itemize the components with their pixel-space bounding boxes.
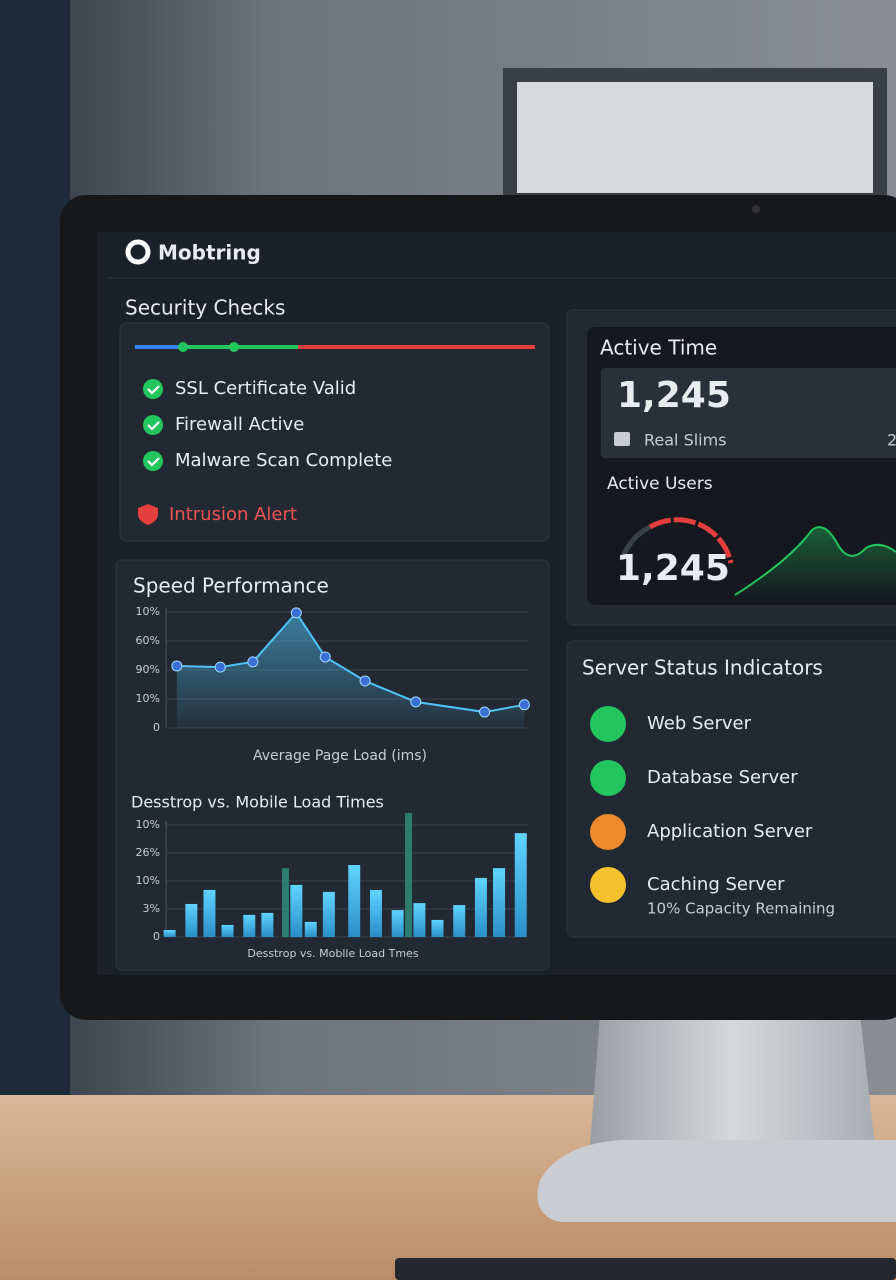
bar [185,903,198,937]
brand-name: Mobtring [158,241,261,265]
speed-panel [115,559,550,971]
status-dot [590,706,626,742]
metric-icon [614,432,630,446]
status-dot [590,760,626,796]
active-time-box [601,368,896,458]
metric-value: 1,245 [616,548,730,589]
sparkline [734,526,896,596]
point [214,661,226,673]
keyboard [395,1258,896,1280]
stand [590,1015,875,1145]
bar [431,919,444,937]
bar [493,868,506,937]
point [171,660,183,672]
gauge-arc [648,517,734,564]
y-tick-label: 26% [136,846,160,859]
bar [413,903,426,937]
chart-caption: Average Page Load (ims) [253,748,427,764]
bar [453,905,466,937]
background-dark [0,0,70,1100]
progress-dot [229,342,239,352]
server-name: Database Server [647,767,798,788]
bar [281,868,289,937]
panel-title: Security Checks [125,296,285,320]
line-area [176,612,525,728]
bar [221,924,234,937]
point [247,656,259,668]
status-dot [590,814,626,850]
panel-title: Server Status Indicators [582,656,823,680]
check-list: SSL Certificate Valid Firewall Active Malw… [143,378,392,471]
y-tick-label: 10% [136,818,160,831]
point [319,651,331,663]
check-mark [147,457,160,467]
bar [405,812,413,937]
bar [514,833,527,937]
alert-icon [138,504,158,525]
y-tick-label: 0 [153,721,160,734]
check-text: Malware Scan Complete [175,450,392,471]
server-name: Caching Server [647,874,785,895]
y-tick-label: 3% [143,902,160,915]
bar [474,877,487,937]
y-tick-label: 0 [153,930,160,943]
point [410,696,422,708]
chart-title: Desstrop vs. Mobile Load Times [131,793,384,812]
check-text: Firewall Active [175,414,304,435]
stand-base [537,1140,896,1222]
progress-dot [178,342,188,352]
metric-value: 1,245 [617,375,731,416]
bar [243,914,256,937]
alert-text: Intrusion Alert [169,504,297,525]
check-icon [143,379,163,399]
y-tick-label: 60% [136,634,160,647]
server-note: 10% Capacity Remaining [647,900,835,918]
y-tick-label: 10% [136,874,160,887]
chart-title: Speed Performance [133,574,329,598]
point [290,607,302,619]
y-tick-label: 10% [136,692,160,705]
y-tick-label: 90% [136,663,160,676]
security-panel [119,322,550,542]
sparkline-area [735,527,896,600]
server-name: Web Server [647,713,752,734]
camera [752,205,760,213]
chart-caption: Desstrop vs. Moblle Load Tmes [247,947,418,960]
bar [290,884,303,937]
bar [203,889,216,937]
bar [391,910,404,937]
bar [261,912,274,937]
card-title: Active Users [607,474,713,494]
point [518,699,530,711]
point [479,706,491,718]
server-list: Web Server Database Server Application Ser… [590,706,835,918]
server-name: Application Server [647,821,813,842]
bar [163,930,176,937]
check-mark [147,421,160,431]
gauge-track [619,524,652,561]
status-dot [590,867,626,903]
bar [304,921,317,937]
metric-sub-right: 2 [887,431,896,450]
bar [322,891,335,937]
check-icon [143,451,163,471]
bar [348,865,361,937]
window [503,68,887,207]
server-panel [566,640,896,938]
y-tick-label: 10% [136,605,160,618]
check-mark [147,385,160,395]
card-title: Active Time [600,336,717,360]
bar [369,889,382,937]
check-icon [143,415,163,435]
point [359,675,371,687]
metric-sub: Real Slims [644,431,727,450]
check-text: SSL Certificate Valid [175,378,356,399]
brand-logo [125,239,151,265]
